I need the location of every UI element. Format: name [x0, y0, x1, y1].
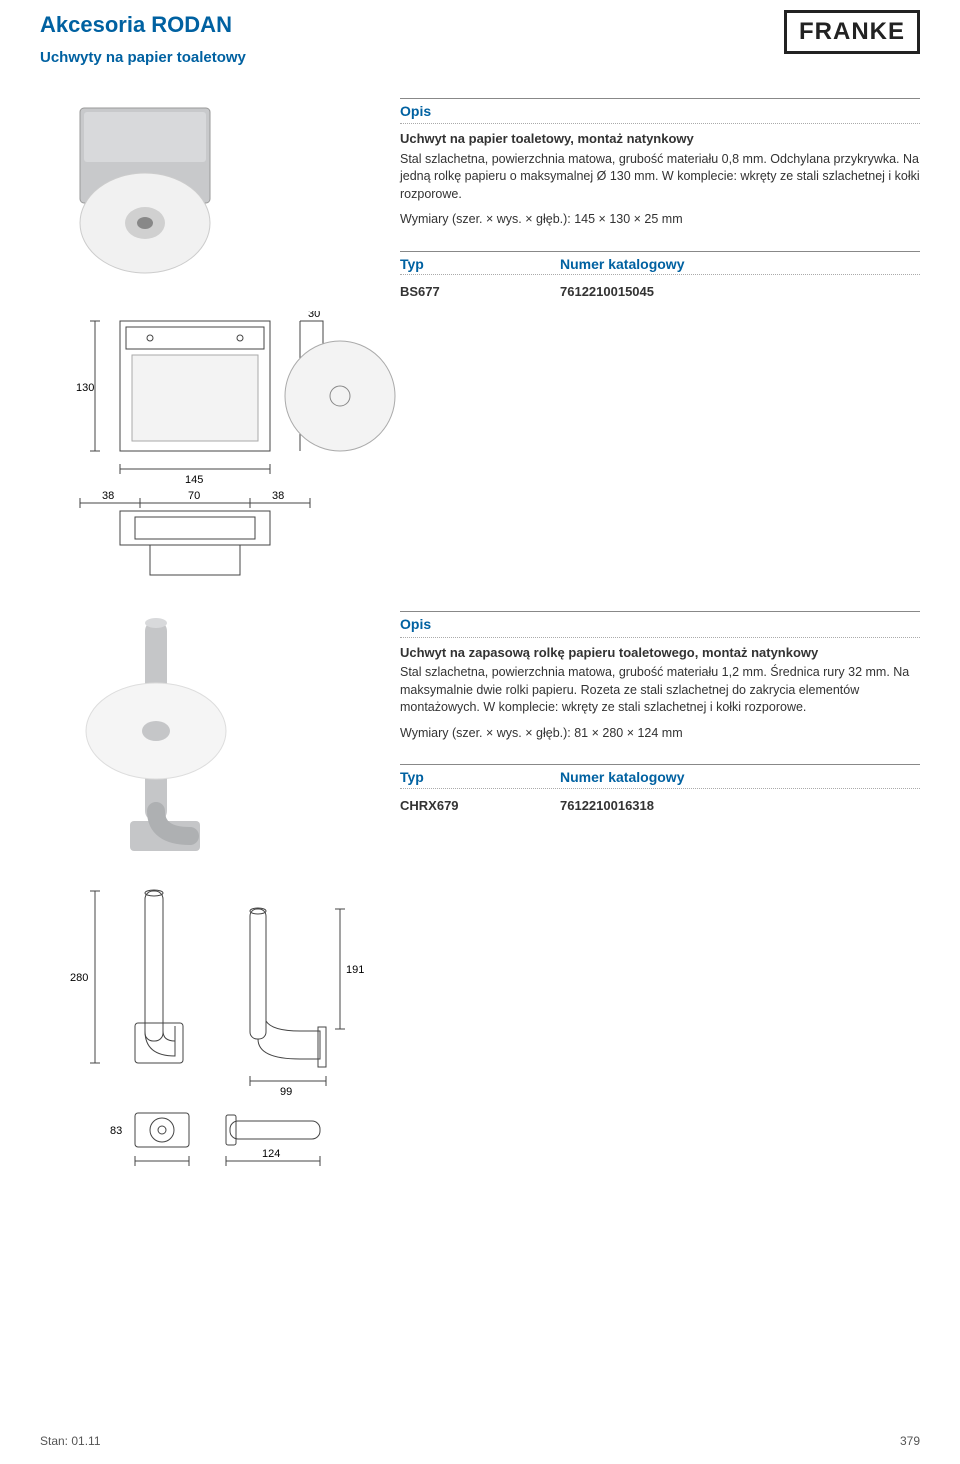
- dim-145: 145: [185, 474, 203, 486]
- rule: [400, 764, 920, 765]
- dim-38l: 38: [102, 490, 114, 502]
- product-2-typ: CHRX679: [400, 797, 490, 815]
- page-title: Akcesoria RODAN: [40, 10, 246, 41]
- opis-heading: Opis: [400, 615, 920, 635]
- rule: [400, 98, 920, 99]
- product-2-desc-body: Stal szlachetna, powierzchnia matowa, gr…: [400, 664, 920, 717]
- rule-dotted: [400, 788, 920, 789]
- product-2-dims: Wymiary (szer. × wys. × głęb.): 81 × 280…: [400, 725, 920, 743]
- dim-124: 124: [262, 1148, 280, 1160]
- table-head: Typ Numer katalogowy: [400, 768, 920, 788]
- product-2-table: Typ Numer katalogowy CHRX679 76122100163…: [400, 764, 920, 815]
- brand-logo: FRANKE: [784, 10, 920, 54]
- rule: [400, 611, 920, 612]
- product-1-table: Typ Numer katalogowy BS677 7612210015045: [400, 251, 920, 302]
- product-1-desc-title: Uchwyt na papier toaletowy, montaż natyn…: [400, 130, 920, 148]
- page-content: Opis Uchwyt na papier toaletowy, montaż …: [0, 68, 960, 1172]
- dim-130: 130: [76, 382, 94, 394]
- table-head: Typ Numer katalogowy: [400, 255, 920, 275]
- product-1-desc-body: Stal szlachetna, powierzchnia matowa, gr…: [400, 151, 920, 204]
- table-row: BS677 7612210015045: [400, 283, 920, 301]
- dim-38r: 38: [272, 490, 284, 502]
- page-footer: Stan: 01.11 379: [40, 1433, 920, 1450]
- col-numer: Numer katalogowy: [560, 768, 684, 788]
- dim-83: 83: [110, 1125, 122, 1137]
- page-header: Akcesoria RODAN Uchwyty na papier toalet…: [0, 0, 960, 68]
- dim-99: 99: [280, 1086, 292, 1098]
- table-row: CHRX679 7612210016318: [400, 797, 920, 815]
- product-1-image-col: [40, 98, 370, 302]
- product-1-typ: BS677: [400, 283, 490, 301]
- rule-dotted: [400, 637, 920, 638]
- product-2-desc-title: Uchwyt na zapasową rolkę papieru toaleto…: [400, 644, 920, 662]
- product-2-photo: [40, 611, 270, 871]
- dim-280: 280: [70, 972, 88, 984]
- product-1-tech-drawing: 130 30 145 38 70 38: [40, 311, 440, 581]
- product-1-dims: Wymiary (szer. × wys. × głęb.): 145 × 13…: [400, 211, 920, 229]
- col-typ: Typ: [400, 768, 490, 788]
- product-2-image-col: [40, 611, 370, 871]
- footer-right: 379: [900, 1433, 920, 1450]
- product-1-numer: 7612210015045: [560, 283, 654, 301]
- rule-dotted: [400, 274, 920, 275]
- product-2-tech-drawing: 280 191 99 83: [40, 881, 440, 1171]
- rule-dotted: [400, 123, 920, 124]
- dim-70: 70: [188, 490, 200, 502]
- product-1-diagrams: 130 30 145 38 70 38: [40, 311, 920, 581]
- product-2: Opis Uchwyt na zapasową rolkę papieru to…: [40, 611, 920, 871]
- product-2-details: Opis Uchwyt na zapasową rolkę papieru to…: [400, 611, 920, 871]
- product-2-diagrams: 280 191 99 83: [40, 881, 920, 1171]
- col-numer: Numer katalogowy: [560, 255, 684, 275]
- header-titles: Akcesoria RODAN Uchwyty na papier toalet…: [40, 10, 246, 68]
- rule: [400, 251, 920, 252]
- product-1: Opis Uchwyt na papier toaletowy, montaż …: [40, 98, 920, 302]
- page-subtitle: Uchwyty na papier toaletowy: [40, 47, 246, 68]
- opis-heading: Opis: [400, 102, 920, 122]
- dim-30: 30: [308, 311, 320, 320]
- footer-left: Stan: 01.11: [40, 1433, 101, 1450]
- product-1-details: Opis Uchwyt na papier toaletowy, montaż …: [400, 98, 920, 302]
- product-2-numer: 7612210016318: [560, 797, 654, 815]
- product-1-photo: [40, 98, 270, 288]
- col-typ: Typ: [400, 255, 490, 275]
- dim-191: 191: [346, 964, 364, 976]
